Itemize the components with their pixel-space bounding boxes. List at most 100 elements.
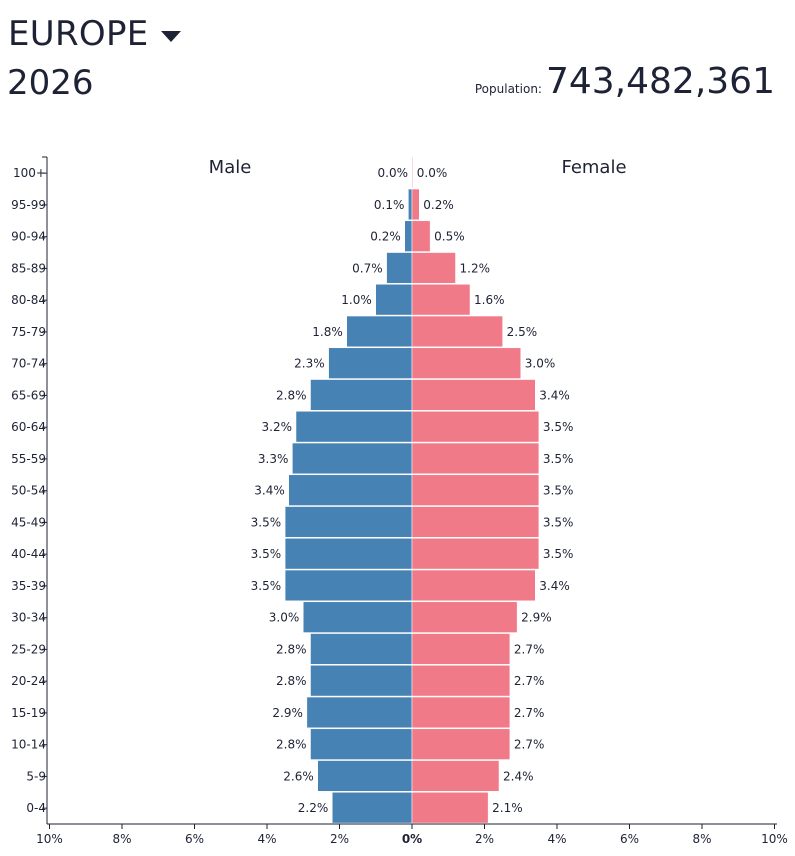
male-value-label: 3.3% [258, 452, 289, 466]
age-group-label: 80-84 [11, 293, 46, 307]
female-value-label: 3.0% [525, 357, 556, 371]
male-value-label: 3.5% [251, 515, 282, 529]
female-value-label: 3.5% [543, 484, 574, 498]
female-bar [411, 411, 540, 443]
male-bar [284, 506, 413, 538]
male-bar [332, 792, 413, 824]
female-value-label: 0.5% [434, 230, 465, 244]
x-tick-label: 10% [761, 832, 788, 846]
region-selector[interactable]: EUROPE [8, 12, 181, 56]
x-tick-label: 10% [36, 832, 63, 846]
male-value-label: 0.7% [352, 261, 383, 275]
age-group-label: 0-4 [26, 801, 46, 815]
age-group-label: 15-19 [11, 706, 46, 720]
female-value-label: 0.0% [417, 166, 448, 180]
male-bar [404, 220, 413, 252]
male-value-label: 3.5% [251, 547, 282, 561]
female-value-label: 1.2% [460, 261, 491, 275]
age-group-label: 35-39 [11, 579, 46, 593]
male-bar [295, 411, 413, 443]
age-group-label: 65-69 [11, 388, 46, 402]
female-value-label: 2.7% [514, 674, 545, 688]
female-value-label: 2.7% [514, 706, 545, 720]
female-bar [411, 252, 456, 284]
age-group-label: 50-54 [11, 484, 46, 498]
female-bar [411, 696, 511, 729]
female-bar [411, 347, 521, 379]
x-tick-label: 0% [402, 832, 422, 846]
female-value-label: 2.7% [514, 642, 545, 656]
male-bar [310, 665, 413, 697]
male-bar [346, 315, 413, 348]
age-group-label: 55-59 [11, 452, 46, 466]
x-tick-label: 8% [112, 832, 131, 846]
x-tick-label: 2% [330, 832, 349, 846]
male-bar [328, 347, 413, 379]
male-bar [306, 696, 413, 729]
age-group-label: 40-44 [11, 547, 46, 561]
male-value-label: 0.0% [378, 166, 409, 180]
female-legend-label: Female [561, 157, 626, 178]
male-value-label: 2.3% [294, 357, 325, 371]
female-value-label: 1.6% [474, 293, 505, 307]
caret-down-icon[interactable] [160, 30, 181, 42]
female-value-label: 3.5% [543, 420, 574, 434]
male-bar [310, 633, 413, 665]
female-bar [411, 665, 511, 697]
female-value-label: 2.9% [521, 611, 552, 625]
male-value-label: 1.8% [312, 325, 343, 339]
female-bar [411, 538, 540, 570]
age-group-label: 60-64 [11, 420, 46, 434]
female-value-label: 3.4% [539, 579, 570, 593]
male-bar [310, 379, 413, 411]
year-label: 2026 [7, 63, 94, 103]
female-value-label: 0.2% [423, 198, 454, 212]
female-value-label: 3.4% [539, 388, 570, 402]
male-value-label: 0.1% [374, 198, 405, 212]
population-value: 743,482,361 [545, 61, 775, 102]
male-value-label: 3.4% [254, 484, 285, 498]
region-title: EUROPE [8, 14, 149, 54]
female-bar [411, 220, 431, 252]
male-legend-label: Male [209, 157, 252, 178]
female-bar [411, 569, 536, 602]
male-value-label: 2.9% [272, 706, 303, 720]
male-bar [284, 538, 413, 570]
female-value-label: 2.4% [503, 769, 534, 783]
age-group-label: 25-29 [11, 642, 46, 656]
x-tick-label: 6% [185, 832, 204, 846]
male-bar [284, 569, 413, 602]
male-value-label: 3.0% [269, 611, 300, 625]
female-bar [411, 157, 414, 189]
female-bar [411, 506, 540, 538]
female-bar [411, 474, 540, 506]
female-bar [411, 188, 420, 221]
female-bar [411, 792, 489, 824]
female-value-label: 2.7% [514, 738, 545, 752]
female-bar [411, 315, 503, 348]
female-value-label: 3.5% [543, 452, 574, 466]
male-value-label: 0.2% [370, 230, 401, 244]
male-bar [375, 284, 413, 316]
female-value-label: 2.5% [507, 325, 538, 339]
male-bar [310, 728, 413, 760]
male-value-label: 3.2% [262, 420, 293, 434]
female-bar [411, 601, 518, 633]
female-value-label: 3.5% [543, 515, 574, 529]
x-tick-label: 6% [620, 832, 639, 846]
male-bar [303, 601, 413, 633]
female-bar [411, 442, 540, 475]
male-value-label: 1.0% [341, 293, 372, 307]
female-bar [411, 760, 500, 792]
male-bar [408, 188, 413, 221]
male-bar [292, 442, 413, 475]
age-group-label: 95-99 [11, 198, 46, 212]
male-bar [317, 760, 413, 792]
female-bar [411, 633, 511, 665]
male-value-label: 2.8% [276, 642, 307, 656]
age-group-label: 20-24 [11, 674, 46, 688]
x-tick-label: 4% [547, 832, 566, 846]
age-group-label: 30-34 [11, 611, 46, 625]
male-value-label: 2.6% [283, 769, 314, 783]
